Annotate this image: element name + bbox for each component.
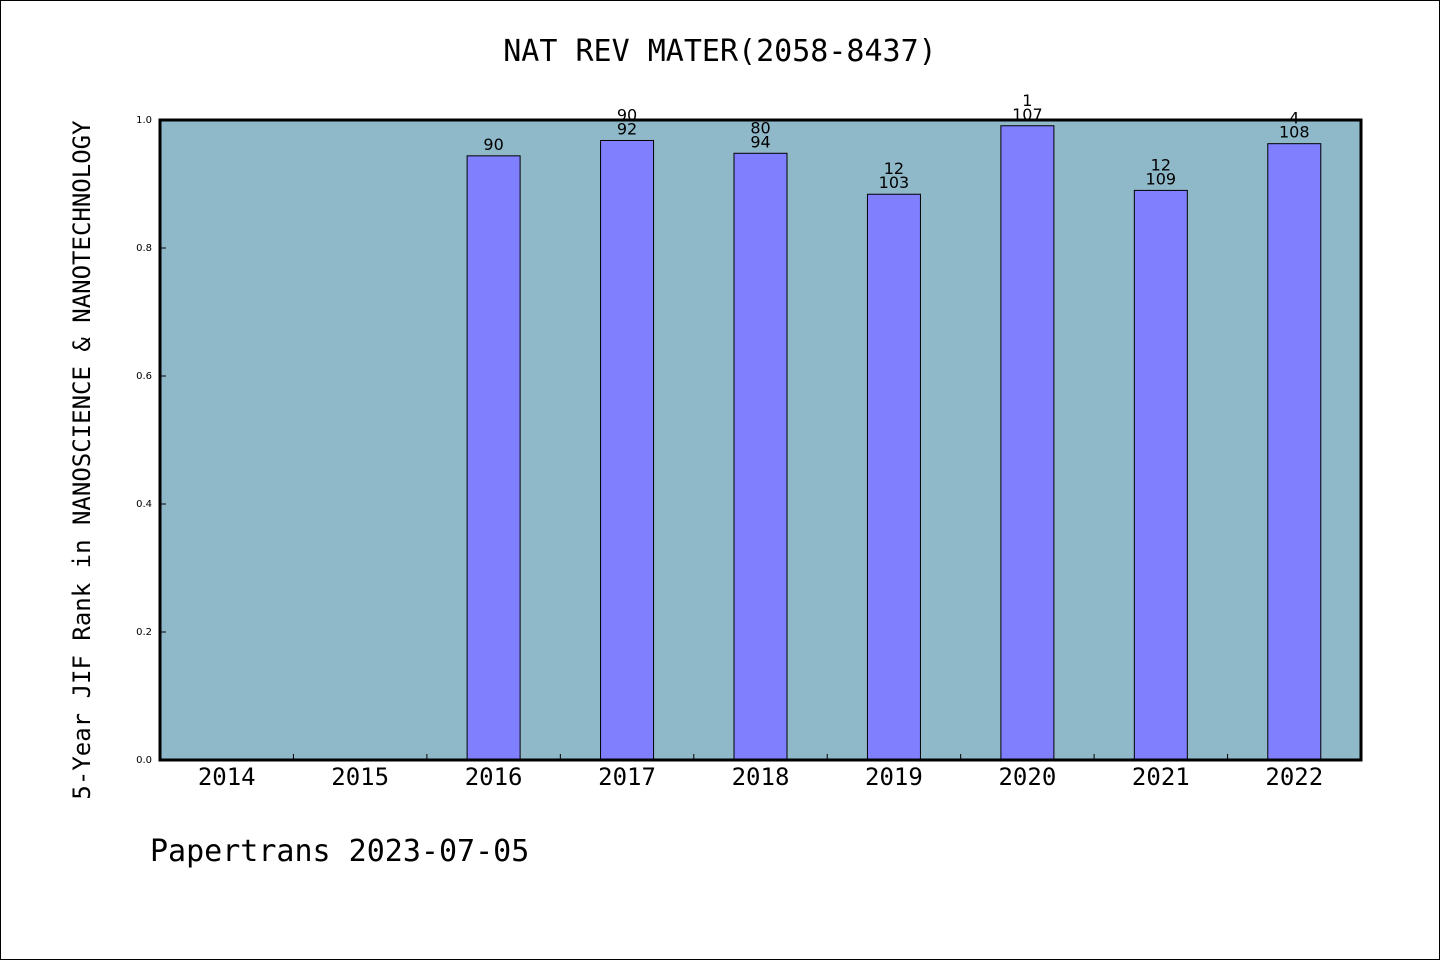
data-label-rank: 12 bbox=[884, 159, 904, 178]
footer-text: Papertrans 2023-07-05 bbox=[150, 834, 530, 869]
y-tick-label: 0.8 bbox=[136, 243, 152, 254]
data-label-rank: 4 bbox=[1289, 109, 1299, 128]
data-label-total: 90 bbox=[483, 135, 503, 154]
bar bbox=[1000, 125, 1055, 761]
x-tick-label: 2015 bbox=[331, 763, 389, 791]
y-tick-label: 0.4 bbox=[136, 499, 152, 510]
data-label-total: 109 bbox=[1146, 169, 1177, 188]
y-tick-label: 0.6 bbox=[136, 371, 152, 382]
x-tick-label: 2019 bbox=[865, 763, 923, 791]
y-tick-label: 0.2 bbox=[136, 627, 152, 638]
x-tick-label: 2018 bbox=[732, 763, 790, 791]
bar bbox=[866, 193, 921, 761]
data-label-rank: 12 bbox=[1151, 155, 1171, 174]
bar bbox=[1267, 143, 1322, 761]
x-tick-label: 2020 bbox=[998, 763, 1056, 791]
bar bbox=[466, 155, 521, 761]
y-tick-label: 0.0 bbox=[136, 755, 152, 766]
data-label-total: 108 bbox=[1279, 123, 1310, 142]
x-tick-label: 2021 bbox=[1132, 763, 1190, 791]
x-tick-label: 2016 bbox=[465, 763, 523, 791]
bar bbox=[733, 152, 788, 761]
data-label-total: 92 bbox=[617, 119, 637, 138]
data-label-total: 103 bbox=[879, 173, 910, 192]
y-tick-label: 1.0 bbox=[136, 115, 152, 126]
x-tick-label: 2022 bbox=[1265, 763, 1323, 791]
x-tick-label: 2017 bbox=[598, 763, 656, 791]
data-label-total: 94 bbox=[750, 132, 770, 151]
bar bbox=[600, 139, 655, 761]
data-label-rank: 80 bbox=[750, 118, 770, 137]
bar bbox=[1133, 189, 1188, 761]
data-label-rank: 1 bbox=[1022, 91, 1032, 110]
chart-title: NAT REV MATER(2058-8437) bbox=[503, 34, 937, 69]
plot-border bbox=[158, 118, 1363, 762]
x-tick-label: 2014 bbox=[198, 763, 256, 791]
data-label-rank: 90 bbox=[617, 105, 637, 124]
